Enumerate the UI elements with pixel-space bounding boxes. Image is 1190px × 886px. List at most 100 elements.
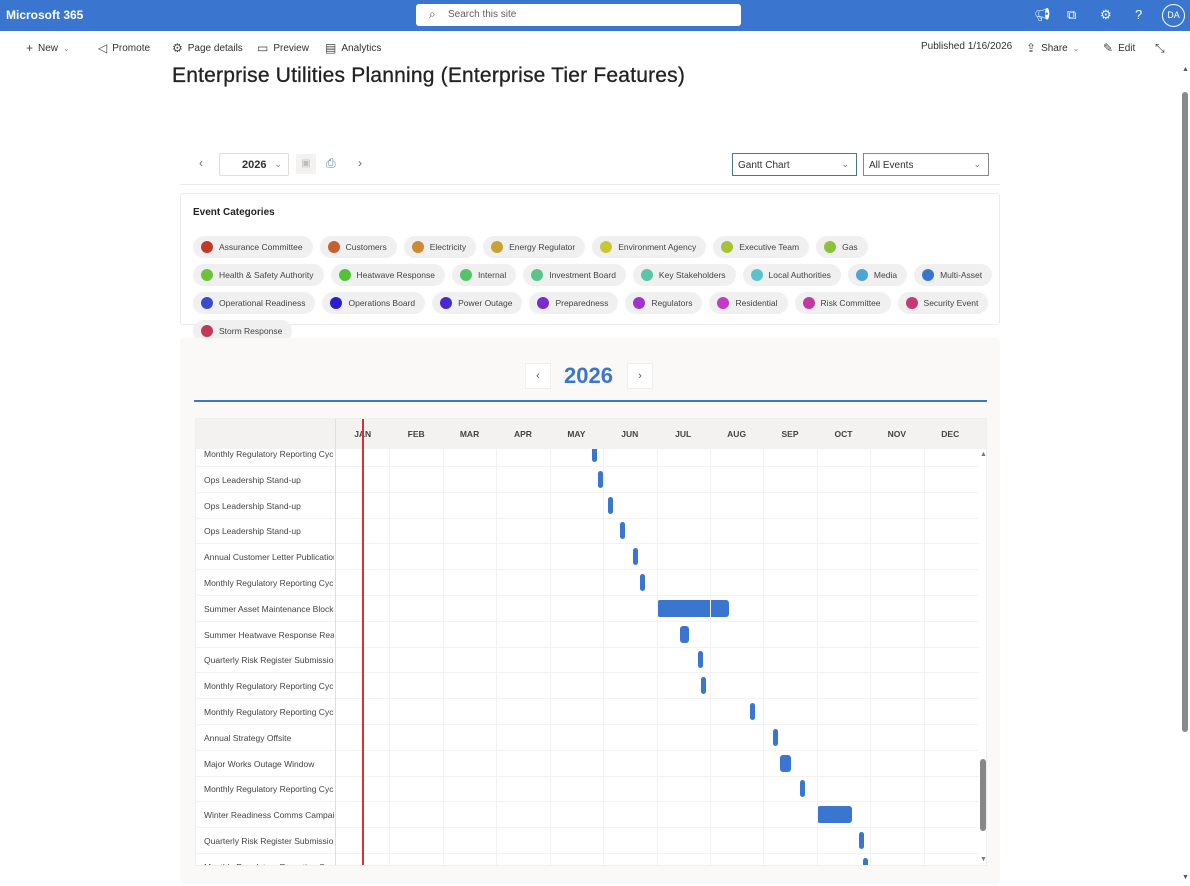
gantt-row[interactable]: Annual Customer Letter Publication (196, 544, 979, 571)
event-label[interactable]: Annual Customer Letter Publication (204, 552, 334, 563)
category-chip[interactable]: Electricity (403, 236, 477, 258)
category-chip[interactable]: Preparedness (529, 292, 619, 314)
category-chip[interactable]: Executive Team (713, 236, 810, 258)
event-label[interactable]: Monthly Regulatory Reporting Cycle (204, 681, 334, 692)
event-bar[interactable] (620, 522, 626, 540)
collapse-button[interactable]: ⤡ (1155, 41, 1165, 56)
event-label[interactable]: Summer Asset Maintenance Block (204, 603, 334, 614)
next-year-button[interactable]: › (358, 156, 362, 170)
gantt-row[interactable]: Quarterly Risk Register Submission (196, 647, 979, 674)
category-chip[interactable]: Environment Agency (592, 236, 707, 258)
category-chip[interactable]: Customers (319, 236, 397, 258)
megaphone-icon[interactable]: 📢︎ (1034, 7, 1051, 22)
event-bar[interactable] (862, 857, 868, 865)
search-input[interactable]: ⌕ Search this site (416, 4, 741, 26)
category-chip[interactable]: Power Outage (432, 292, 523, 314)
view-select[interactable]: Gantt Chart ⌄ (732, 153, 857, 176)
category-chip[interactable]: Investment Board (523, 264, 626, 286)
gantt-row[interactable]: Monthly Regulatory Reporting Cycle (196, 776, 979, 803)
gantt-row[interactable]: Monthly Regulatory Reporting Cycle (196, 673, 979, 700)
event-bar[interactable] (817, 806, 853, 824)
avatar[interactable]: DA (1162, 4, 1185, 27)
event-label[interactable]: Quarterly Risk Register Submission (204, 655, 334, 666)
app-brand[interactable]: Microsoft 365 (6, 8, 84, 22)
event-label[interactable]: Monthly Regulatory Reporting Cycle (204, 449, 334, 459)
category-chip[interactable]: Energy Regulator (483, 236, 586, 258)
category-chip[interactable]: Key Stakeholders (632, 264, 736, 286)
filter-select[interactable]: All Events ⌄ (863, 153, 989, 176)
event-bar[interactable] (657, 599, 730, 617)
event-label[interactable]: Ops Leadership Stand-up (204, 474, 301, 485)
event-bar[interactable] (597, 470, 603, 488)
scroll-down-icon[interactable]: ▼ (980, 856, 987, 863)
category-chip[interactable]: Gas (816, 236, 868, 258)
print-icon[interactable]: ⎙ (326, 156, 336, 170)
analytics-button[interactable]: ▤ Analytics (325, 41, 381, 55)
event-bar[interactable] (859, 832, 865, 849)
event-label[interactable]: Winter Readiness Comms Campaign (204, 810, 334, 821)
event-label[interactable]: Annual Strategy Offsite (204, 732, 292, 743)
category-chip[interactable]: Multi-Asset (914, 264, 993, 286)
gantt-row[interactable]: Summer Heatwave Response Readiness (196, 622, 979, 648)
category-chip[interactable]: Local Authorities (742, 264, 841, 286)
prev-year-button[interactable]: ‹ (199, 156, 203, 170)
event-label[interactable]: Quarterly Risk Register Submission (204, 836, 334, 846)
gantt-next-button[interactable]: › (627, 363, 653, 389)
gantt-row[interactable]: Winter Readiness Comms Campaign (196, 802, 979, 829)
gantt-row[interactable]: Quarterly Risk Register Submission (196, 828, 979, 854)
event-label[interactable]: Monthly Regulatory Reporting Cycle (204, 578, 334, 588)
event-bar[interactable] (680, 625, 689, 643)
help-icon[interactable]: ? (1135, 7, 1143, 22)
new-button[interactable]: + New ⌄ (26, 41, 70, 55)
calendar-icon[interactable]: ▣ (296, 154, 316, 174)
event-bar[interactable] (799, 780, 805, 798)
gantt-body[interactable]: Monthly Regulatory Reporting Cycle Ops Le… (196, 449, 979, 865)
gantt-row[interactable]: Monthly Regulatory Reporting Cycle (196, 854, 979, 865)
category-chip[interactable]: Storm Response (193, 320, 293, 342)
event-bar[interactable] (592, 449, 598, 462)
event-bar[interactable] (701, 677, 707, 695)
page-scrollbar-thumb[interactable] (1182, 92, 1188, 732)
event-label[interactable]: Ops Leadership Stand-up (204, 500, 301, 511)
event-bar[interactable] (773, 728, 779, 746)
year-select[interactable]: 2026 ⌄ (219, 153, 289, 176)
scroll-down-icon[interactable]: ▼ (1182, 874, 1189, 881)
event-bar[interactable] (780, 754, 791, 772)
edit-button[interactable]: ✎ Edit (1103, 41, 1135, 55)
category-chip[interactable]: Residential (709, 292, 788, 314)
gantt-row[interactable]: Ops Leadership Stand-up (196, 493, 979, 519)
event-label[interactable]: Monthly Regulatory Reporting Cycle (204, 862, 334, 865)
event-bar[interactable] (639, 574, 645, 591)
category-chip[interactable]: Operational Readiness (193, 292, 316, 314)
event-bar[interactable] (632, 548, 638, 566)
category-chip[interactable]: Heatwave Response (330, 264, 445, 286)
category-chip[interactable]: Regulators (625, 292, 703, 314)
gantt-row[interactable]: Monthly Regulatory Reporting Cycle (196, 570, 979, 596)
gantt-row[interactable]: Annual Strategy Offsite (196, 725, 979, 751)
gantt-row[interactable]: Ops Leadership Stand-up (196, 467, 979, 493)
category-chip[interactable]: Risk Committee (794, 292, 891, 314)
category-chip[interactable]: Security Event (897, 292, 989, 314)
preview-button[interactable]: ▭ Preview (257, 41, 309, 55)
event-label[interactable]: Monthly Regulatory Reporting Cycle (204, 784, 334, 795)
category-chip[interactable]: Assurance Committee (193, 236, 313, 258)
page-details-button[interactable]: ⚙ Page details (172, 41, 243, 55)
event-bar[interactable] (608, 496, 614, 514)
category-chip[interactable]: Internal (451, 264, 517, 286)
share-button[interactable]: ⇪ Share ⌄ (1026, 41, 1079, 55)
event-label[interactable]: Ops Leadership Stand-up (204, 526, 301, 537)
gantt-row[interactable]: Monthly Regulatory Reporting Cycle (196, 699, 979, 725)
promote-button[interactable]: ◁ Promote (98, 41, 150, 55)
event-bar[interactable] (750, 703, 756, 720)
event-label[interactable]: Summer Heatwave Response Readiness (204, 629, 334, 640)
gantt-row[interactable]: Monthly Regulatory Reporting Cycle (196, 449, 979, 467)
settings-icon[interactable]: ⚙ (1100, 7, 1112, 22)
scroll-up-icon[interactable]: ▲ (1182, 66, 1189, 73)
apps-icon[interactable]: ⧉ (1067, 7, 1077, 22)
category-chip[interactable]: Health & Safety Authority (193, 264, 324, 286)
scroll-up-icon[interactable]: ▲ (980, 451, 987, 458)
gantt-row[interactable]: Summer Asset Maintenance Block (196, 596, 979, 622)
gantt-row[interactable]: Ops Leadership Stand-up (196, 518, 979, 545)
category-chip[interactable]: Media (847, 264, 908, 286)
event-bar[interactable] (697, 651, 703, 669)
